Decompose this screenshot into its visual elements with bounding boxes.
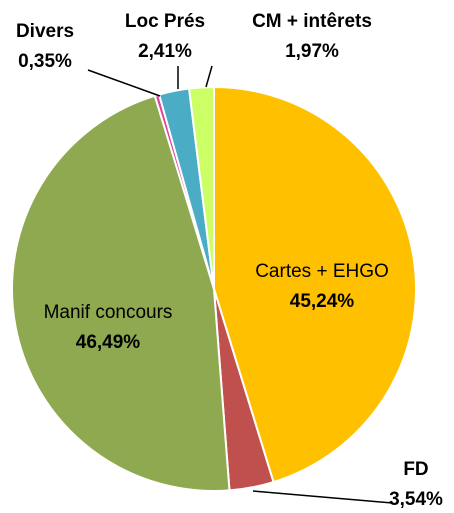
slice-label: Cartes + EHGO: [255, 261, 389, 282]
value-label: 46,49%: [76, 332, 141, 353]
slice-label: Manif concours: [44, 302, 173, 323]
slice-label: Loc Prés: [125, 11, 205, 32]
value-label: 0,35%: [18, 51, 72, 72]
pie-slice: [11, 94, 231, 492]
leader-line: [87, 69, 161, 97]
slice-label: Divers: [16, 21, 74, 42]
leader-line: [252, 490, 393, 504]
pie-slice: [187, 85, 215, 290]
leader-line: [205, 65, 213, 88]
value-label: 45,24%: [290, 291, 355, 312]
slice-label: FD: [403, 459, 428, 480]
slice-label: CM + intêrets: [252, 11, 372, 32]
pie-slice: [213, 85, 417, 484]
value-label: 2,41%: [138, 41, 192, 62]
value-label: 1,97%: [285, 41, 339, 62]
value-label: 3,54%: [389, 489, 443, 510]
